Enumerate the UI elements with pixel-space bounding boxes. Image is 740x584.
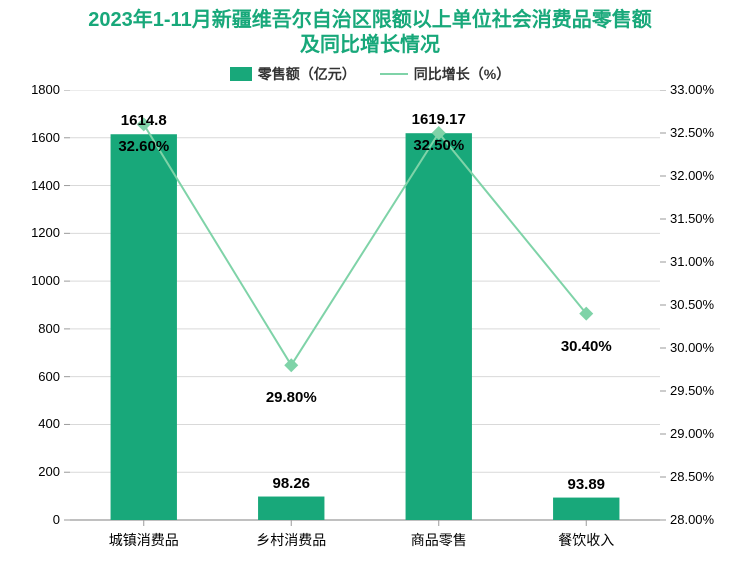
y-right-tick-label: 28.50%: [670, 469, 714, 484]
legend-bar-label: 零售额（亿元）: [258, 64, 356, 84]
bar: [553, 498, 619, 520]
legend-item-line: 同比增长（%）: [380, 64, 510, 84]
y-left-tick-label: 1400: [31, 178, 60, 193]
line-value-label: 29.80%: [266, 389, 317, 406]
title-line-1: 2023年1-11月新疆维吾尔自治区限额以上单位社会消费品零售额: [12, 8, 728, 33]
y-right-tick-label: 28.00%: [670, 512, 714, 527]
chart-container: 2023年1-11月新疆维吾尔自治区限额以上单位社会消费品零售额 及同比增长情况…: [0, 0, 740, 584]
y-left-tick-label: 0: [53, 512, 60, 527]
y-right-tick-label: 29.00%: [670, 426, 714, 441]
y-left-tick-label: 600: [38, 369, 60, 384]
y-left-tick-label: 400: [38, 416, 60, 431]
chart-title: 2023年1-11月新疆维吾尔自治区限额以上单位社会消费品零售额 及同比增长情况: [12, 8, 728, 58]
y-left-tick-label: 1000: [31, 273, 60, 288]
bar: [258, 497, 324, 520]
line-value-label: 32.50%: [413, 137, 464, 154]
x-category-label: 城镇消费品: [109, 530, 179, 550]
plot-area: 02004006008001000120014001600180028.00%2…: [12, 90, 732, 554]
y-left-tick-label: 1600: [31, 130, 60, 145]
bar-value-label: 93.89: [567, 476, 605, 493]
legend: 零售额（亿元） 同比增长（%）: [12, 64, 728, 84]
bar: [406, 133, 472, 520]
legend-swatch-bar: [230, 67, 252, 81]
legend-swatch-line: [380, 73, 408, 75]
x-category-label: 乡村消费品: [256, 530, 326, 550]
line-value-label: 32.60%: [118, 138, 169, 155]
legend-item-bar: 零售额（亿元）: [230, 64, 356, 84]
y-right-tick-label: 31.00%: [670, 254, 714, 269]
bar: [111, 134, 177, 520]
y-left-tick-label: 200: [38, 464, 60, 479]
bar-value-label: 1619.17: [412, 111, 466, 128]
y-right-tick-label: 32.50%: [670, 125, 714, 140]
y-right-tick-label: 30.50%: [670, 297, 714, 312]
legend-line-label: 同比增长（%）: [414, 64, 510, 84]
y-right-tick-label: 33.00%: [670, 82, 714, 97]
y-left-tick-label: 1200: [31, 225, 60, 240]
bar-value-label: 98.26: [272, 475, 310, 492]
title-line-2: 及同比增长情况: [12, 33, 728, 58]
bar-value-label: 1614.8: [121, 112, 167, 129]
x-category-label: 商品零售: [411, 530, 467, 550]
y-left-tick-label: 800: [38, 321, 60, 336]
line-marker: [284, 358, 298, 372]
y-right-tick-label: 31.50%: [670, 211, 714, 226]
y-right-tick-label: 30.00%: [670, 340, 714, 355]
x-category-label: 餐饮收入: [558, 530, 614, 550]
line-value-label: 30.40%: [561, 338, 612, 355]
y-right-tick-label: 32.00%: [670, 168, 714, 183]
y-left-tick-label: 1800: [31, 82, 60, 97]
y-right-tick-label: 29.50%: [670, 383, 714, 398]
